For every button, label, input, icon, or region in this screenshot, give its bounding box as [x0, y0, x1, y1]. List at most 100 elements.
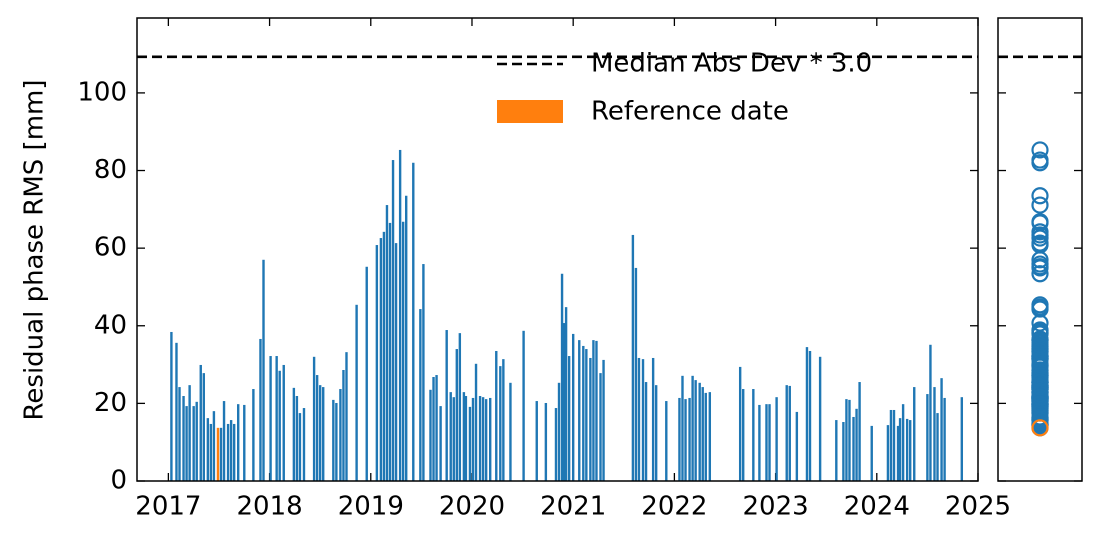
- bar: [468, 406, 472, 481]
- bar: [681, 375, 684, 481]
- bar: [315, 375, 319, 481]
- bar: [394, 243, 398, 481]
- bar: [252, 389, 255, 481]
- bar: [684, 399, 687, 481]
- bar: [835, 420, 838, 481]
- bar: [768, 404, 771, 481]
- bar: [478, 396, 482, 481]
- bar: [439, 406, 442, 481]
- bar: [698, 382, 701, 481]
- bar: [405, 195, 408, 481]
- distribution-point: [1031, 378, 1049, 396]
- distribution-point: [1031, 187, 1049, 205]
- distribution-point: [1031, 213, 1049, 231]
- bar: [842, 422, 845, 481]
- bar: [599, 373, 602, 481]
- bar: [788, 385, 791, 481]
- bar: [564, 307, 568, 481]
- bar: [471, 397, 475, 481]
- bar: [382, 231, 386, 481]
- legend-swatch: [497, 100, 563, 123]
- bar: [178, 387, 181, 481]
- bar: [185, 406, 188, 481]
- bar: [738, 366, 742, 481]
- x-tick-label: 2024: [844, 492, 910, 522]
- bar: [502, 359, 505, 481]
- bar: [237, 404, 240, 481]
- bar: [708, 392, 712, 481]
- bar: [758, 404, 761, 481]
- bar: [278, 370, 281, 481]
- bar: [226, 423, 230, 481]
- bar: [795, 411, 799, 481]
- bar: [688, 397, 691, 481]
- x-tick-label: 2023: [743, 492, 809, 522]
- bar: [535, 401, 538, 481]
- bar: [544, 402, 548, 481]
- bar: [892, 409, 896, 481]
- bar: [229, 420, 233, 481]
- bar: [192, 406, 195, 481]
- x-tick-label: 2021: [540, 492, 606, 522]
- bar: [595, 340, 598, 481]
- y-tick-label: 40: [94, 310, 127, 340]
- bar: [282, 364, 285, 481]
- distribution-point: [1031, 298, 1049, 316]
- bar: [464, 396, 468, 481]
- bar: [206, 418, 210, 481]
- bar: [391, 160, 395, 482]
- bar: [522, 330, 525, 481]
- bar: [889, 409, 893, 481]
- bar: [858, 382, 861, 481]
- bar: [582, 345, 585, 481]
- distribution-point: [1031, 419, 1049, 437]
- bar: [188, 385, 191, 481]
- bar: [886, 425, 890, 481]
- bar: [567, 356, 571, 481]
- distribution-point: [1031, 259, 1049, 277]
- bar: [435, 375, 438, 481]
- distribution-point: [1031, 265, 1049, 283]
- bar: [845, 399, 848, 481]
- bar: [933, 387, 936, 481]
- bar: [243, 404, 246, 481]
- bar: [449, 392, 452, 481]
- bar: [195, 401, 198, 481]
- bar: [898, 418, 902, 481]
- plot-frame: [136, 17, 979, 482]
- bar: [412, 162, 415, 482]
- bar: [775, 397, 778, 481]
- bar: [432, 376, 435, 481]
- bar: [960, 397, 964, 481]
- y-tick-label: 80: [94, 155, 127, 185]
- bar: [644, 382, 648, 481]
- distribution-point: [1031, 226, 1049, 244]
- y-tick-label: 100: [77, 77, 127, 107]
- bar: [298, 413, 302, 481]
- bar: [752, 389, 755, 481]
- y-tick-label: 0: [110, 466, 127, 496]
- bar: [462, 392, 466, 481]
- bar: [848, 399, 851, 481]
- bar: [170, 331, 173, 481]
- bar: [322, 387, 325, 481]
- bar: [870, 425, 873, 481]
- bar: [704, 392, 707, 481]
- x-tick-label: 2017: [135, 492, 201, 522]
- bar: [388, 222, 392, 481]
- bar: [589, 357, 592, 481]
- bar: [295, 396, 299, 481]
- bar: [175, 342, 178, 481]
- bar: [401, 221, 405, 482]
- x-tick-label: 2019: [338, 492, 404, 522]
- bar: [484, 399, 488, 481]
- bar: [678, 397, 681, 481]
- bar: [557, 382, 561, 481]
- bar: [385, 205, 389, 481]
- bar: [943, 397, 946, 481]
- bar: [805, 347, 809, 481]
- legend-label: Median Abs Dev * 3.0: [591, 49, 872, 79]
- bar: [560, 273, 564, 481]
- bar: [318, 385, 322, 481]
- bar: [332, 399, 335, 481]
